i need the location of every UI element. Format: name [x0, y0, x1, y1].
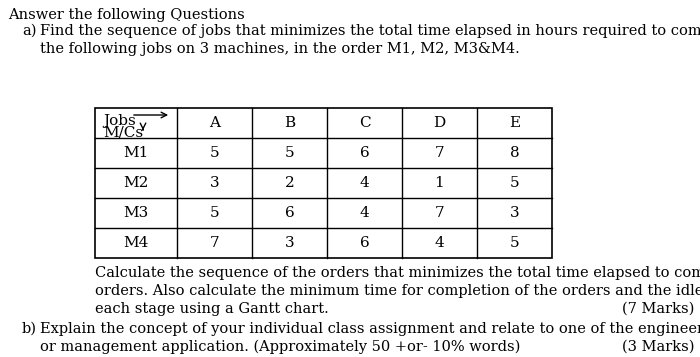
Text: Find the sequence of jobs that minimizes the total time elapsed in hours require: Find the sequence of jobs that minimizes…: [40, 24, 700, 38]
Text: 4: 4: [360, 176, 370, 190]
Text: 4: 4: [360, 206, 370, 220]
Text: 6: 6: [285, 206, 295, 220]
Text: 5: 5: [210, 206, 219, 220]
Text: 7: 7: [435, 146, 444, 160]
Text: 5: 5: [285, 146, 294, 160]
Text: B: B: [284, 116, 295, 130]
Text: a): a): [22, 24, 36, 38]
Text: 7: 7: [435, 206, 444, 220]
Text: b): b): [22, 322, 37, 336]
Text: 5: 5: [210, 146, 219, 160]
Text: 2: 2: [285, 176, 295, 190]
Text: 8: 8: [510, 146, 519, 160]
Text: 5: 5: [510, 236, 519, 250]
Text: 1: 1: [435, 176, 444, 190]
Text: Explain the concept of your individual class assignment and relate to one of the: Explain the concept of your individual c…: [40, 322, 700, 336]
Text: (7 Marks): (7 Marks): [622, 302, 694, 316]
Text: the following jobs on 3 machines, in the order M1, M2, M3&M4.: the following jobs on 3 machines, in the…: [40, 42, 519, 56]
Text: 3: 3: [210, 176, 219, 190]
Text: or management application. (Approximately 50 +or- 10% words): or management application. (Approximatel…: [40, 340, 520, 355]
Text: Jobs: Jobs: [103, 114, 136, 128]
Text: Calculate the sequence of the orders that minimizes the total time elapsed to co: Calculate the sequence of the orders tha…: [95, 266, 700, 280]
Text: orders. Also calculate the minimum time for completion of the orders and the idl: orders. Also calculate the minimum time …: [95, 284, 700, 298]
Text: M/Cs: M/Cs: [103, 125, 143, 139]
Text: 5: 5: [510, 176, 519, 190]
Text: D: D: [433, 116, 446, 130]
Text: Answer the following Questions: Answer the following Questions: [8, 8, 245, 22]
Text: M1: M1: [123, 146, 148, 160]
Text: 3: 3: [285, 236, 294, 250]
Bar: [95, 108, 552, 258]
Text: C: C: [358, 116, 370, 130]
Text: (3 Marks): (3 Marks): [622, 340, 694, 354]
Text: M2: M2: [123, 176, 148, 190]
Text: M3: M3: [123, 206, 148, 220]
Text: each stage using a Gantt chart.: each stage using a Gantt chart.: [95, 302, 329, 316]
Text: A: A: [209, 116, 220, 130]
Text: M4: M4: [123, 236, 148, 250]
Text: 4: 4: [435, 236, 444, 250]
Text: 6: 6: [360, 146, 370, 160]
Text: 3: 3: [510, 206, 519, 220]
Text: 7: 7: [210, 236, 219, 250]
Text: 6: 6: [360, 236, 370, 250]
Text: E: E: [509, 116, 520, 130]
